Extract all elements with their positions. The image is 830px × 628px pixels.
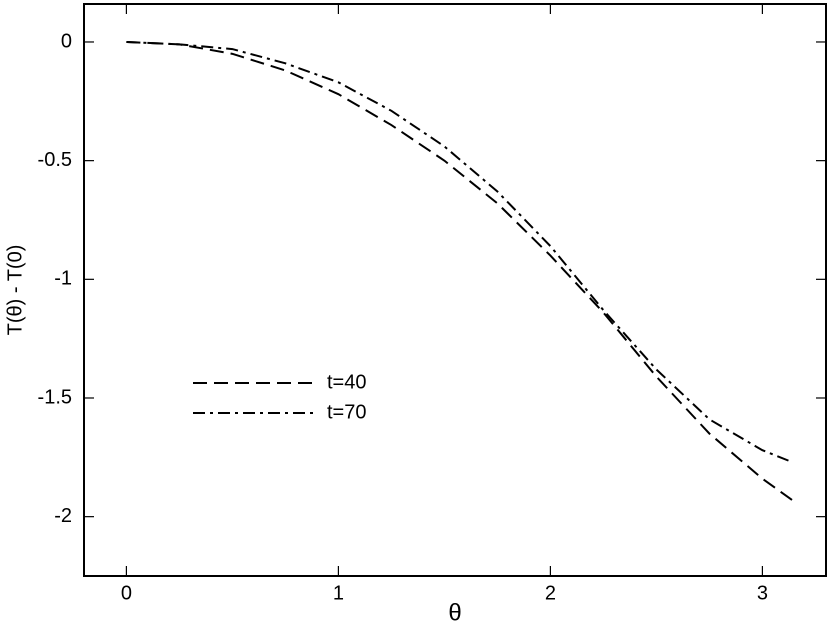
x-tick-label: 1	[333, 582, 344, 604]
x-tick-label: 0	[121, 582, 132, 604]
x-tick-label: 2	[545, 582, 556, 604]
x-axis-label: θ	[448, 599, 461, 626]
plot-frame	[83, 3, 827, 577]
series-line	[126, 40, 793, 464]
series-line	[126, 40, 793, 501]
legend-label: t=40	[327, 371, 366, 393]
y-tick-label: 0	[61, 30, 72, 52]
y-tick-label: -1.5	[38, 386, 72, 408]
legend-label: t=70	[327, 401, 366, 423]
y-axis-label: T(θ) - T(0)	[4, 245, 26, 336]
y-tick-label: -2	[54, 505, 72, 527]
y-tick-label: -0.5	[38, 149, 72, 171]
y-tick-label: -1	[54, 268, 72, 290]
x-tick-label: 3	[757, 582, 768, 604]
